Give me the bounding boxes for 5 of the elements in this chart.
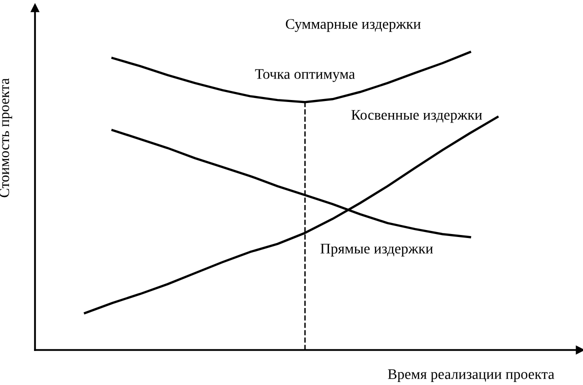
text: Суммарные издержки — [286, 19, 421, 32]
series-label: Прямые издержки — [320, 244, 433, 257]
series-label: Косвенные издержки — [351, 110, 482, 123]
annotation: Точка оптимума — [255, 69, 355, 82]
x-axis-title: Время реализации проекта — [388, 369, 554, 382]
